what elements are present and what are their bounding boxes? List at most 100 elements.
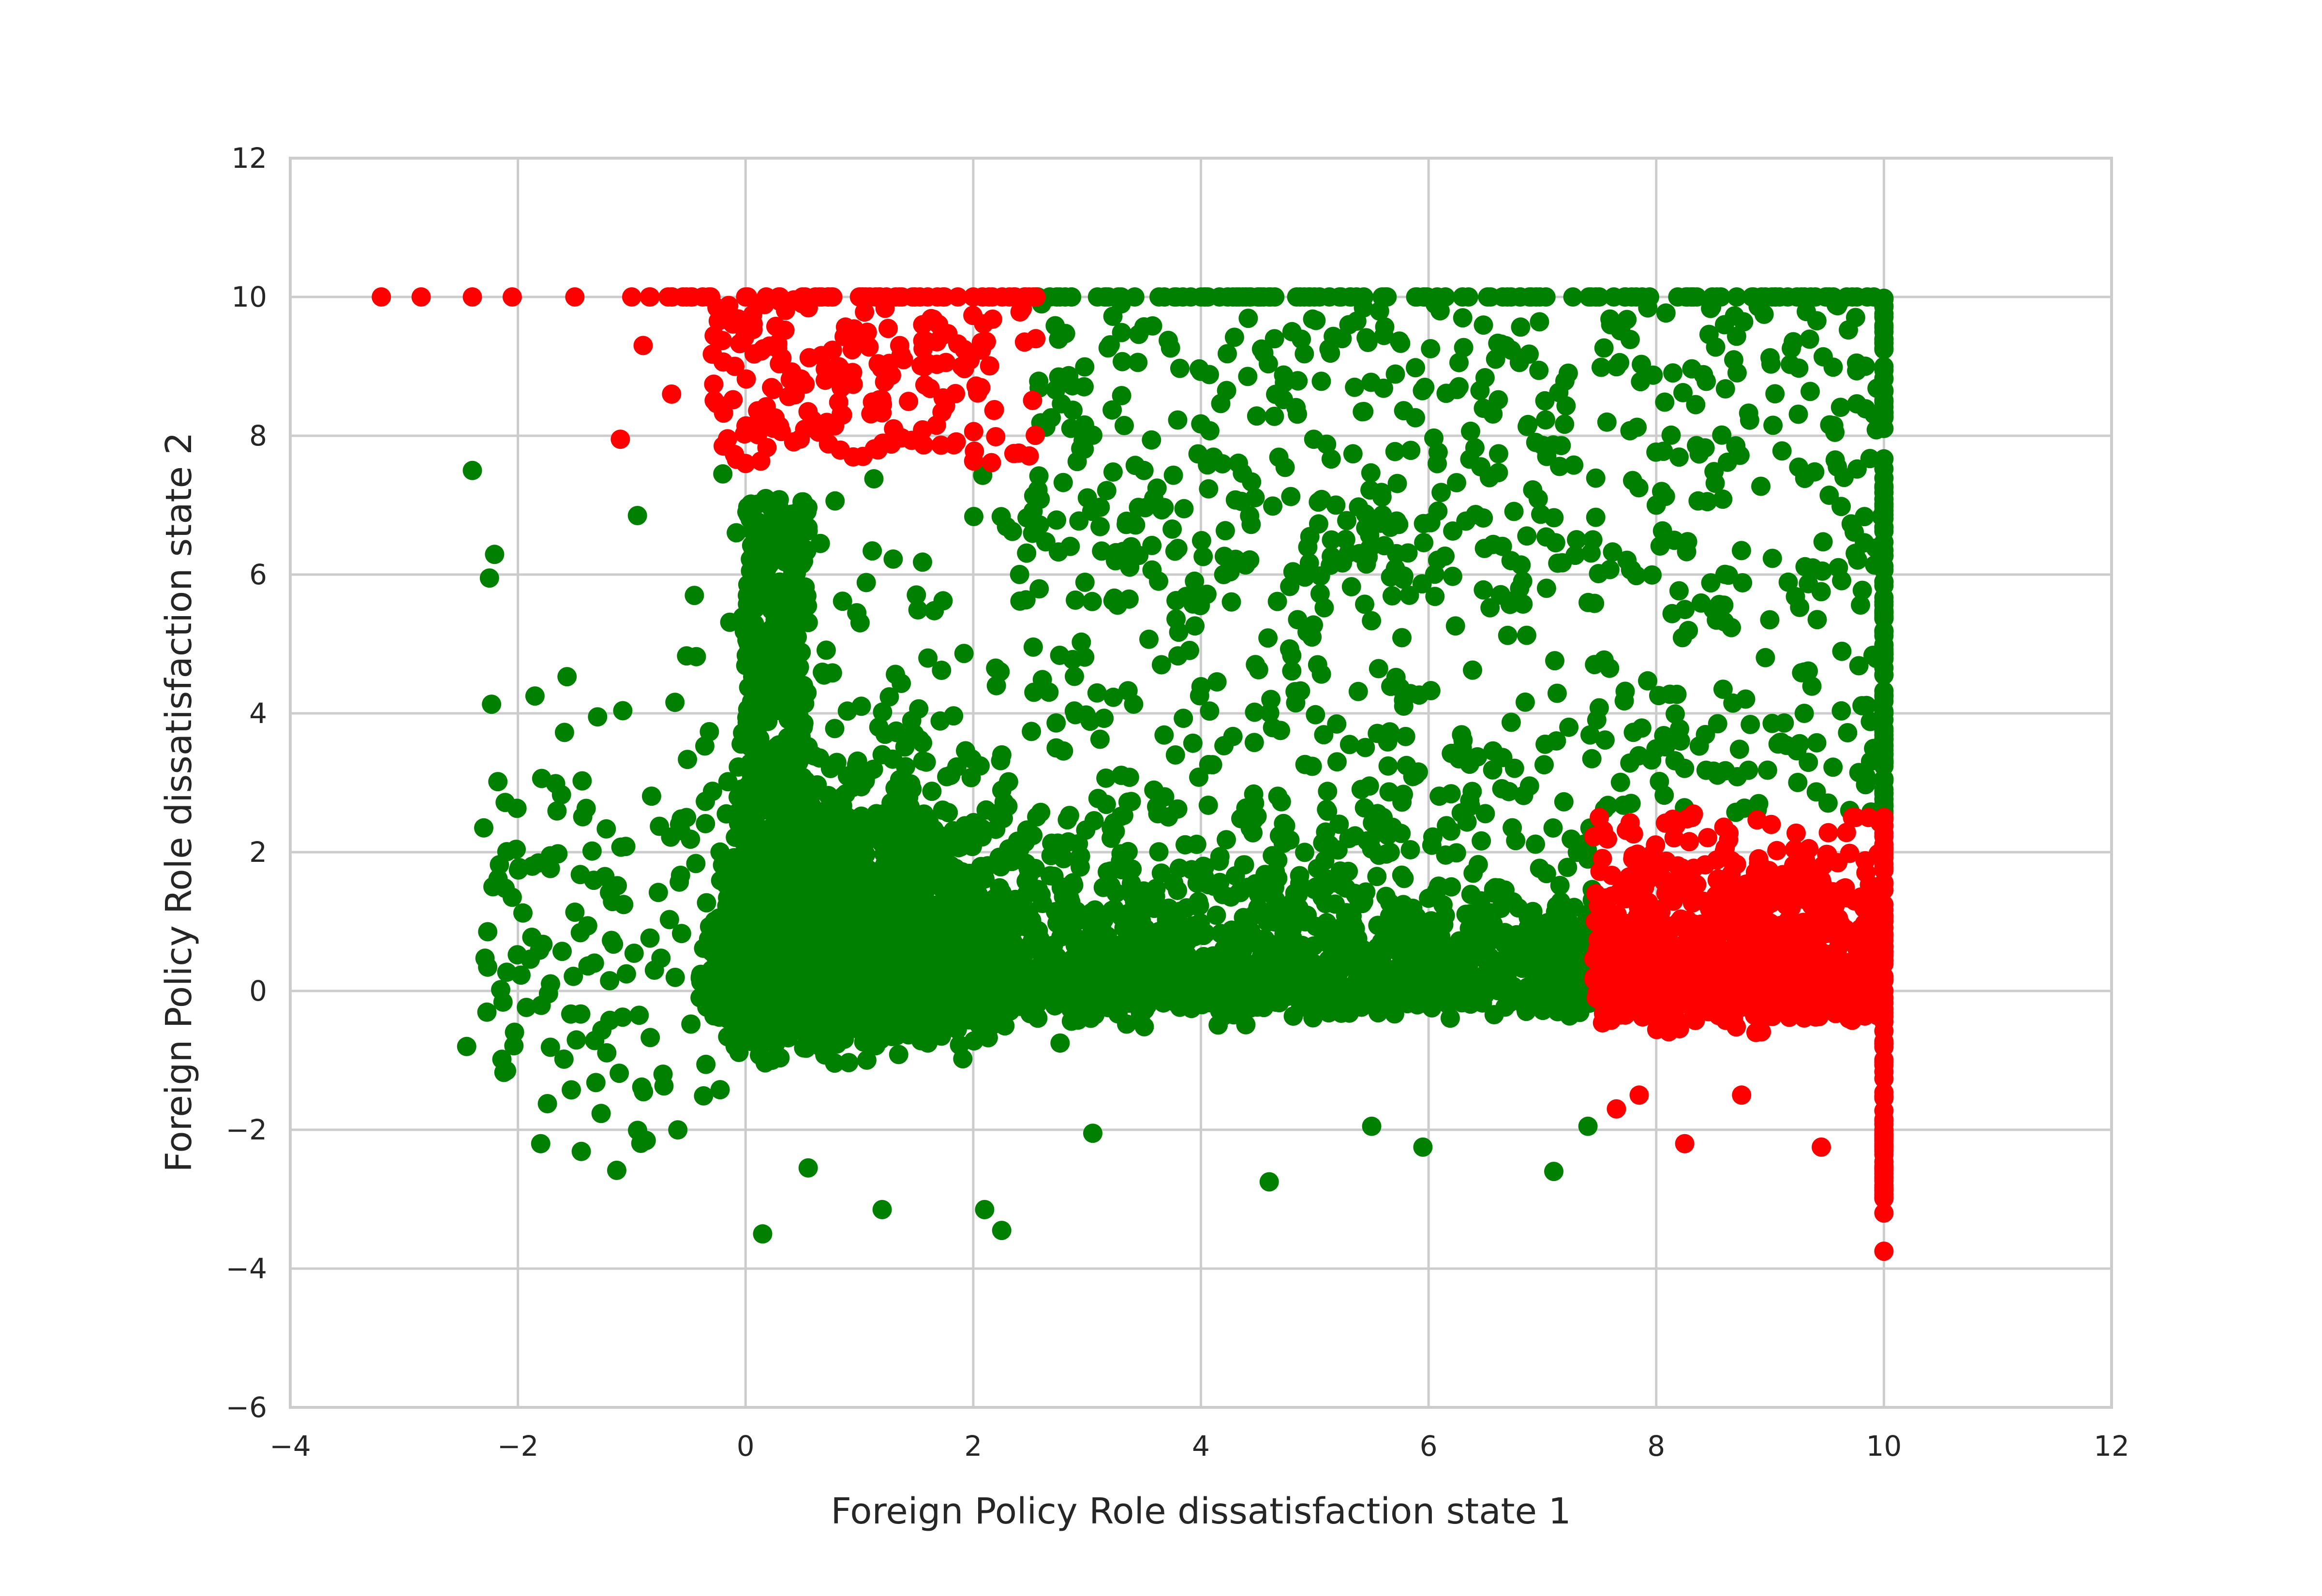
data-point [1028, 1008, 1048, 1028]
data-point [1564, 455, 1584, 475]
data-point [1113, 970, 1133, 990]
data-point [1380, 842, 1400, 862]
data-point [1127, 994, 1146, 1014]
data-point [1217, 830, 1236, 850]
data-point [1014, 978, 1034, 998]
data-point [769, 529, 789, 548]
data-point [739, 775, 759, 795]
data-point [998, 772, 1018, 792]
data-point [1654, 785, 1674, 805]
data-point [1271, 721, 1290, 740]
data-point [760, 819, 779, 839]
data-point [1313, 833, 1333, 853]
data-point [1022, 722, 1042, 741]
data-point [956, 741, 975, 761]
data-point [1534, 755, 1554, 775]
data-point [1266, 992, 1286, 1012]
data-point [1472, 831, 1491, 851]
data-point [1283, 946, 1303, 965]
data-point [753, 796, 773, 816]
data-point [899, 1025, 918, 1045]
data-point [908, 887, 927, 906]
data-point [893, 771, 912, 791]
data-point [836, 784, 856, 804]
data-point [1582, 749, 1602, 768]
data-point [1198, 796, 1218, 815]
data-point [782, 572, 802, 591]
data-point [1245, 793, 1265, 813]
data-point [1632, 718, 1652, 738]
data-point [1802, 676, 1822, 696]
data-point [1395, 906, 1414, 926]
data-point [1319, 959, 1339, 978]
data-point [824, 864, 844, 884]
data-point [1142, 973, 1162, 992]
data-point [908, 600, 928, 620]
data-point [1028, 880, 1048, 900]
data-point [690, 967, 710, 987]
data-point [821, 906, 841, 926]
data-point [1679, 621, 1698, 640]
data-point [1838, 723, 1858, 742]
data-point [1771, 732, 1791, 752]
data-point [922, 821, 942, 841]
data-point [822, 663, 842, 683]
data-point [772, 894, 792, 914]
data-point [1071, 857, 1090, 877]
data-point [769, 490, 789, 510]
data-point [1662, 604, 1682, 623]
data-point [1302, 756, 1322, 776]
data-point [1280, 639, 1299, 659]
data-point [932, 661, 952, 680]
data-point [1114, 805, 1133, 825]
data-point [1555, 414, 1575, 434]
data-point [964, 507, 983, 526]
data-point [1517, 526, 1537, 546]
data-point [873, 804, 893, 824]
data-point [1254, 964, 1274, 984]
data-point [819, 786, 838, 805]
data-point [1392, 865, 1412, 885]
data-point [907, 585, 926, 605]
data-point [966, 909, 985, 929]
data-point [1244, 733, 1264, 753]
data-point [1191, 531, 1211, 550]
data-point [1348, 681, 1368, 701]
data-point [937, 767, 957, 786]
data-point [1068, 1010, 1088, 1030]
data-point [1457, 812, 1477, 832]
data-point [1665, 751, 1685, 770]
data-point [790, 857, 810, 877]
data-point [943, 821, 963, 841]
data-point [1673, 383, 1693, 402]
data-point [1003, 933, 1023, 953]
data-point [883, 749, 903, 769]
data-point [1047, 510, 1067, 530]
data-point [1066, 956, 1086, 975]
data-point [1207, 672, 1227, 692]
data-point [856, 573, 876, 592]
data-point [1696, 724, 1715, 744]
data-point [1385, 442, 1405, 461]
data-point [1314, 725, 1334, 745]
data-point [992, 883, 1012, 902]
data-point [1559, 717, 1579, 737]
data-point [1726, 802, 1746, 822]
data-point [733, 958, 753, 977]
data-point [1499, 782, 1519, 801]
data-point [822, 1031, 842, 1051]
data-point [1195, 974, 1215, 994]
data-point [1187, 896, 1207, 916]
data-point [1183, 733, 1203, 753]
data-point [1214, 736, 1234, 755]
data-point [1282, 661, 1302, 681]
data-point [1026, 858, 1045, 878]
data-point [1445, 616, 1465, 636]
data-point [803, 982, 822, 1002]
data-point [850, 613, 870, 633]
data-point [1317, 799, 1337, 819]
data-point [1295, 842, 1314, 862]
data-point [871, 935, 891, 955]
data-point [1449, 931, 1469, 951]
data-point [1154, 725, 1174, 745]
